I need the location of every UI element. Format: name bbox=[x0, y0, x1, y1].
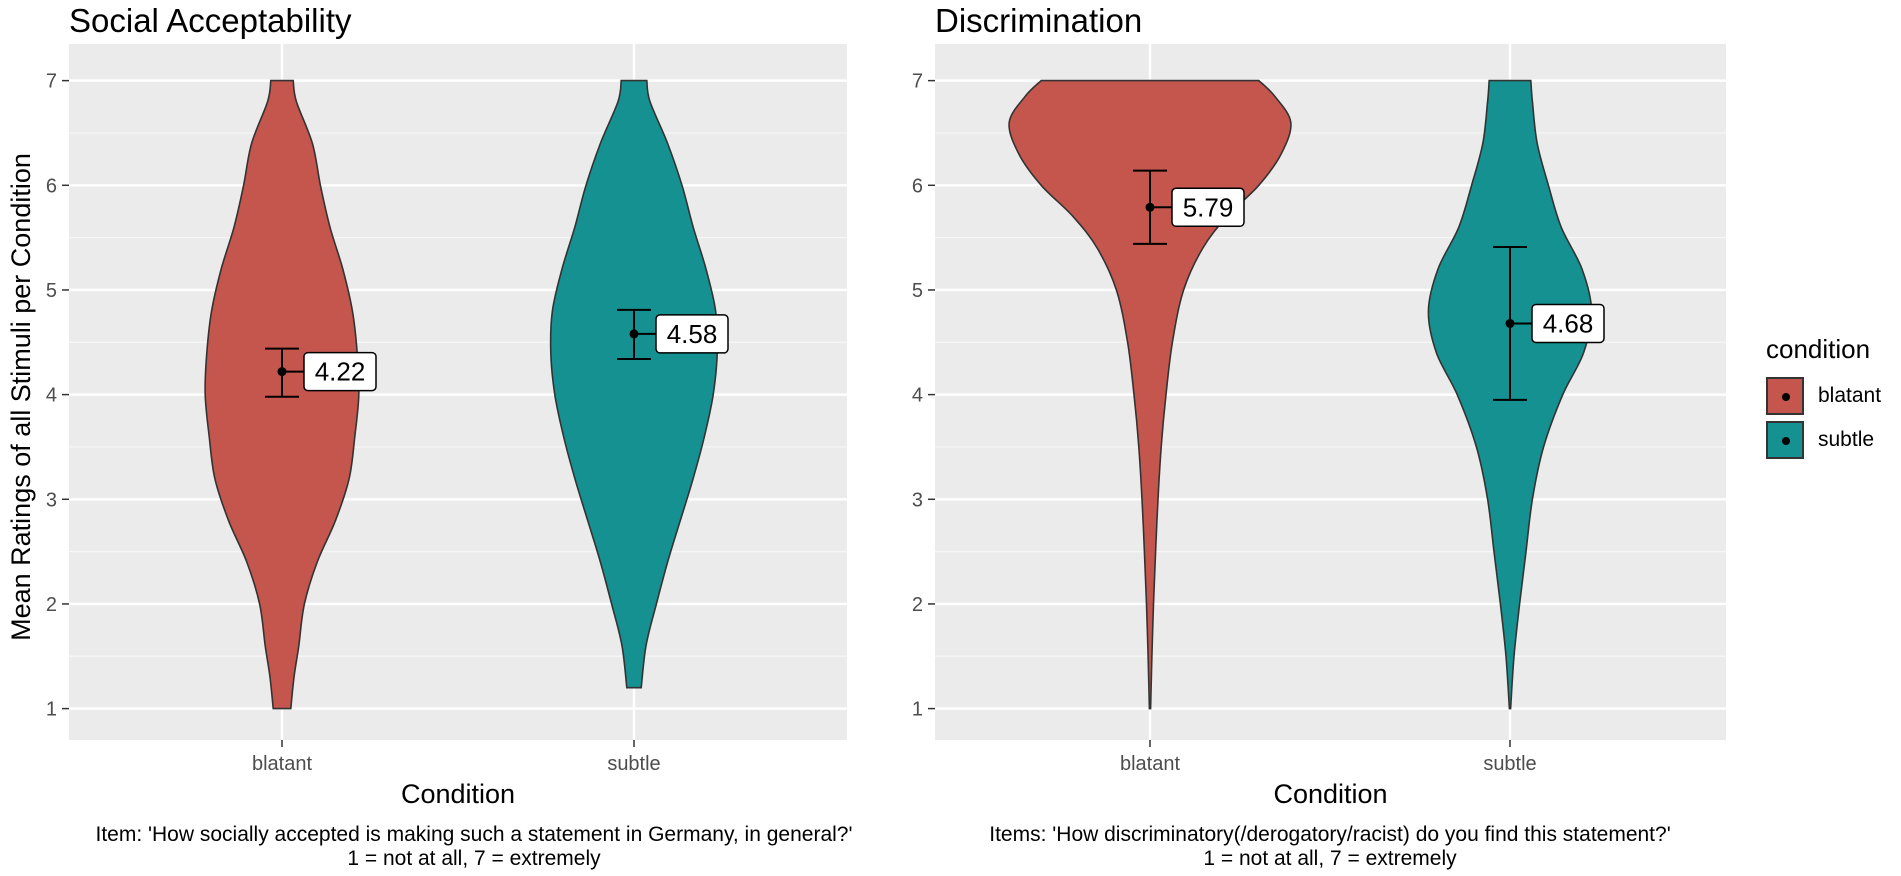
mean-label: 5.79 bbox=[1183, 192, 1234, 222]
panel-background bbox=[69, 44, 847, 740]
mean-point-blatant bbox=[1145, 202, 1155, 212]
panel-social-acceptability: 1 2 3 4 5 6 7 4.22 4.58 blatant subtle Condition bbox=[46, 44, 847, 809]
mean-point-subtle bbox=[1505, 318, 1515, 328]
mean-point-subtle bbox=[629, 329, 639, 339]
caption-left: Item: 'How socially accepted is making s… bbox=[20, 823, 928, 871]
legend-dot-icon bbox=[1782, 393, 1790, 401]
x-tick-label: subtle bbox=[607, 753, 660, 775]
y-tick-label: 4 bbox=[912, 385, 923, 407]
x-axis-label: Condition bbox=[1273, 779, 1387, 809]
mean-label: 4.22 bbox=[315, 357, 366, 387]
y-tick-label: 3 bbox=[46, 489, 57, 511]
mean-label-box bbox=[303, 351, 377, 392]
panel-discrimination: 1 2 3 4 5 6 7 5.79 4.68 blatant subtle Condition bbox=[912, 44, 1726, 809]
legend-item-subtle: subtle bbox=[1766, 419, 1881, 461]
y-tick-label: 4 bbox=[46, 385, 57, 407]
mean-label-box bbox=[1171, 187, 1245, 228]
caption-right-line1: Items: 'How discriminatory(/derogatory/r… bbox=[989, 823, 1671, 846]
legend-item-blatant: blatant bbox=[1766, 375, 1881, 417]
legend-title: condition bbox=[1766, 334, 1871, 364]
mean-label: 4.58 bbox=[667, 319, 718, 349]
x-axis-label: Condition bbox=[401, 779, 515, 809]
panel-title-right: Discrimination bbox=[935, 2, 1143, 39]
x-tick-label: blatant bbox=[1120, 753, 1180, 775]
y-tick-label: 7 bbox=[912, 71, 923, 93]
caption-right: Items: 'How discriminatory(/derogatory/r… bbox=[880, 823, 1780, 871]
x-tick-label: blatant bbox=[252, 753, 312, 775]
y-tick-label: 2 bbox=[912, 594, 923, 616]
y-tick-label: 6 bbox=[46, 175, 57, 197]
y-tick-label: 3 bbox=[912, 489, 923, 511]
legend-dot-icon bbox=[1782, 437, 1790, 445]
y-tick-label: 5 bbox=[912, 280, 923, 302]
legend-label-subtle: subtle bbox=[1818, 428, 1875, 451]
x-tick-label: subtle bbox=[1483, 753, 1536, 775]
caption-left-line2: 1 = not at all, 7 = extremely bbox=[347, 847, 601, 870]
caption-right-line2: 1 = not at all, 7 = extremely bbox=[1203, 847, 1457, 870]
y-tick-label: 1 bbox=[46, 699, 57, 721]
violin-subtle bbox=[549, 79, 719, 689]
legend: condition blatant subtle bbox=[1766, 334, 1881, 463]
mean-label-box bbox=[1531, 303, 1605, 344]
caption-left-line1: Item: 'How socially accepted is making s… bbox=[95, 823, 853, 846]
panel-title-left: Social Acceptability bbox=[69, 2, 352, 39]
mean-label-box bbox=[655, 314, 729, 354]
legend-key-subtle bbox=[1766, 421, 1804, 459]
y-tick-label: 2 bbox=[46, 594, 57, 616]
legend-label-blatant: blatant bbox=[1818, 384, 1882, 407]
y-tick-label: 5 bbox=[46, 280, 57, 302]
violin-blatant bbox=[1008, 79, 1292, 710]
legend-key-blatant bbox=[1766, 377, 1804, 415]
mean-point-blatant bbox=[277, 367, 287, 377]
y-tick-label: 1 bbox=[912, 699, 923, 721]
y-tick-label: 7 bbox=[46, 71, 57, 93]
mean-label: 4.68 bbox=[1543, 308, 1594, 338]
y-tick-label: 6 bbox=[912, 175, 923, 197]
y-axis-label: Mean Ratings of all Stimuli per Conditio… bbox=[6, 153, 36, 641]
